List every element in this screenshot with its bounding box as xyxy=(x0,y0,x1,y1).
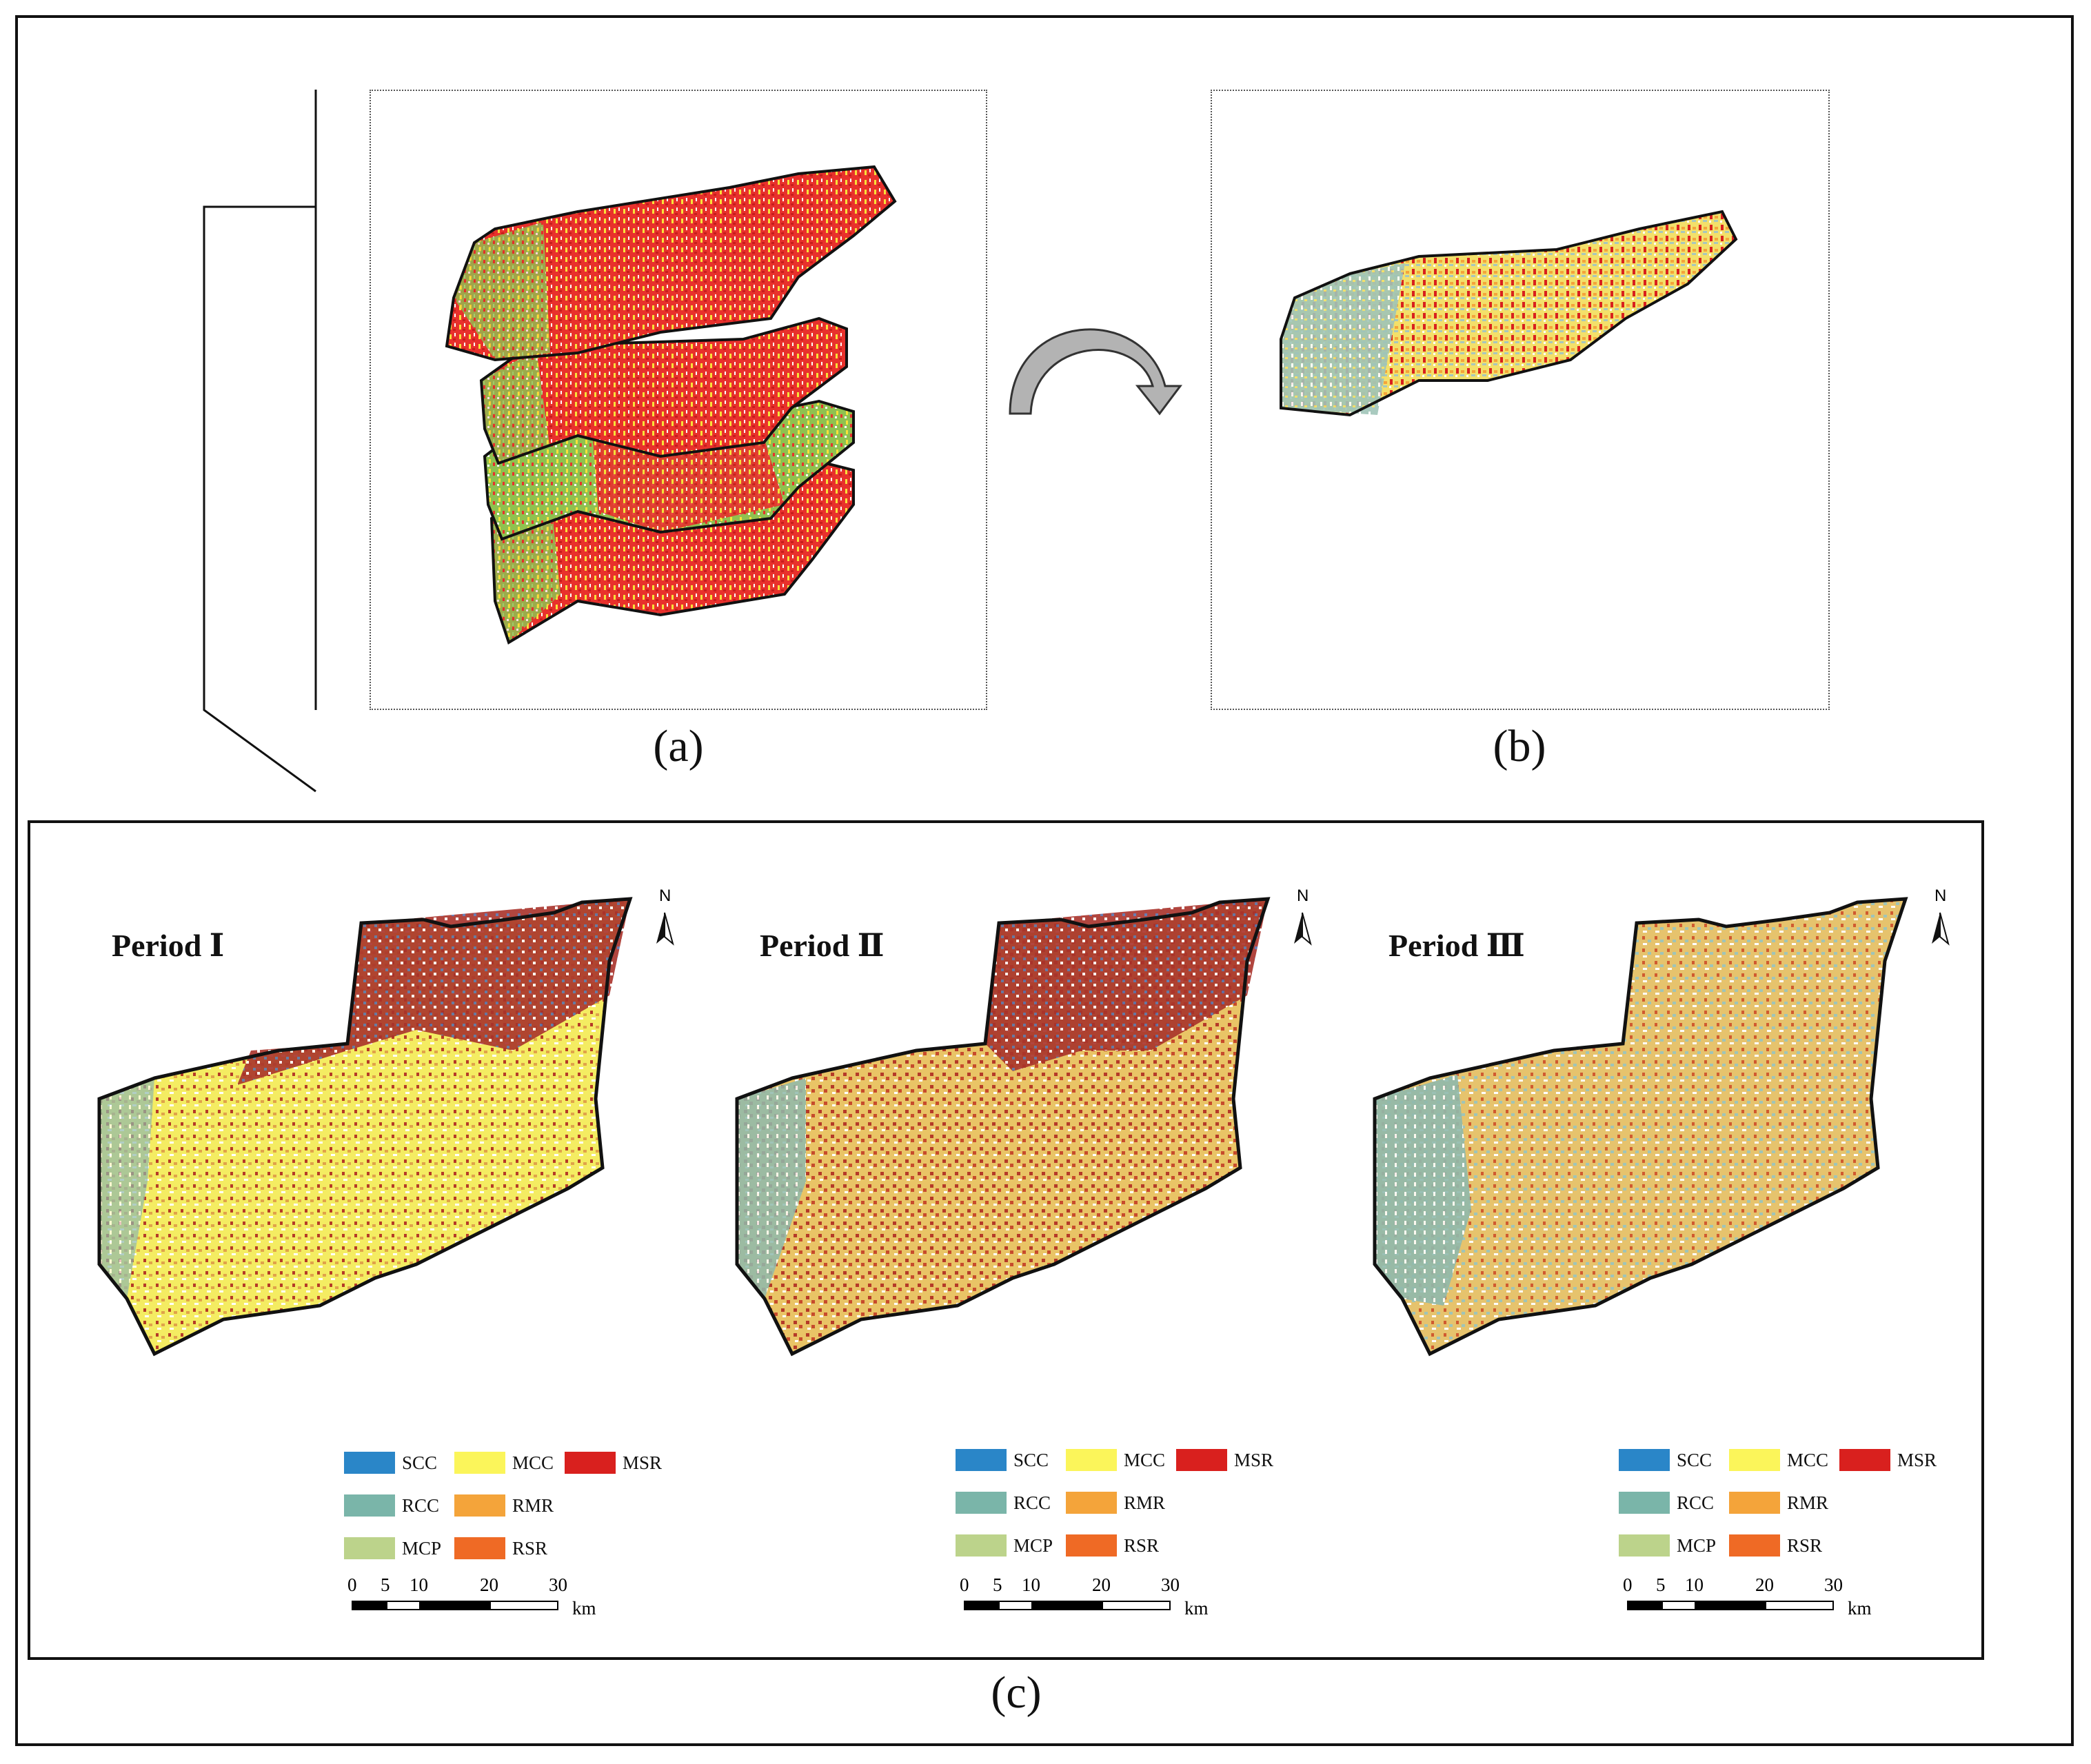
legend-swatch xyxy=(454,1494,505,1517)
scalebar-tick: 5 xyxy=(993,1574,1002,1595)
north-label: N xyxy=(659,886,671,905)
scalebar-tick: 10 xyxy=(1022,1574,1040,1595)
legend-swatch xyxy=(1176,1449,1227,1471)
scalebar-period-2: 0 5 10 20 30 km xyxy=(960,1574,1212,1623)
legend-swatch xyxy=(1839,1449,1890,1471)
scalebar-tick: 20 xyxy=(480,1574,498,1595)
scalebar-tick: 0 xyxy=(347,1574,357,1595)
legend-swatch xyxy=(1066,1449,1117,1471)
north-arrow-icon xyxy=(1294,912,1312,946)
period-3-map xyxy=(1373,897,1908,1357)
legend-item-mcp: MCP xyxy=(1619,1533,1716,1558)
scalebar-tick: 20 xyxy=(1092,1574,1111,1595)
period-1-title: Period Ⅰ xyxy=(112,928,225,963)
layer-1 xyxy=(445,165,897,362)
scalebar-tick: 5 xyxy=(1656,1574,1666,1595)
legend-swatch xyxy=(1729,1534,1780,1557)
panel-c: Period Ⅰ Period Ⅱ Period Ⅲ N N N SCC MCC… xyxy=(28,820,1984,1660)
panel-a-label: (a) xyxy=(653,721,704,771)
legend-item-rcc: RCC xyxy=(1619,1490,1714,1515)
legend-swatch xyxy=(1729,1449,1780,1471)
legend-item-mcp: MCP xyxy=(344,1536,441,1561)
period-1-map xyxy=(97,897,633,1357)
legend-item-msr: MSR xyxy=(1176,1448,1273,1472)
legend-swatch xyxy=(344,1537,395,1559)
legend-swatch xyxy=(1619,1492,1670,1514)
legend-swatch xyxy=(1619,1534,1670,1557)
legend-swatch xyxy=(956,1449,1007,1471)
panel-a xyxy=(370,90,987,710)
scalebar-tick: 0 xyxy=(960,1574,969,1595)
legend-swatch xyxy=(1619,1449,1670,1471)
legend-swatch xyxy=(454,1537,505,1559)
scalebar-period-1: 0 5 10 20 30 km xyxy=(347,1574,600,1623)
merged-map xyxy=(1280,210,1738,417)
scalebar-tick: 5 xyxy=(381,1574,390,1595)
legend-item-scc: SCC xyxy=(1619,1448,1712,1472)
legend-item-mcp: MCP xyxy=(956,1533,1053,1558)
legend-item-mcc: MCC xyxy=(1729,1448,1828,1472)
legend-swatch xyxy=(1066,1492,1117,1514)
legend-item-msr: MSR xyxy=(1839,1448,1937,1472)
legend-item-rsr: RSR xyxy=(1729,1533,1822,1558)
legend-item-rmr: RMR xyxy=(1066,1490,1165,1515)
legend-item-rmr: RMR xyxy=(454,1493,554,1518)
scalebar-tick: 10 xyxy=(1685,1574,1704,1595)
legend-item-rsr: RSR xyxy=(454,1536,547,1561)
legend-swatch xyxy=(956,1534,1007,1557)
stacked-layers-map xyxy=(445,165,897,645)
scalebar-unit: km xyxy=(1184,1598,1209,1619)
legend-item-mcc: MCC xyxy=(1066,1448,1165,1472)
scalebar-tick: 20 xyxy=(1755,1574,1774,1595)
legend-swatch xyxy=(956,1492,1007,1514)
legend-swatch xyxy=(565,1452,616,1474)
panel-c-label: (c) xyxy=(991,1667,1042,1718)
scalebar-tick: 30 xyxy=(1161,1574,1180,1595)
legend-period-1: SCC MCC MSR RCC RMR MCP RSR xyxy=(344,1450,662,1581)
legend-item-scc: SCC xyxy=(344,1450,437,1475)
period-maps xyxy=(97,897,1950,1357)
scalebar-tick: 0 xyxy=(1623,1574,1633,1595)
legend-swatch xyxy=(1066,1534,1117,1557)
scalebar-tick: 10 xyxy=(410,1574,428,1595)
north-arrow-icon xyxy=(656,912,674,946)
north-label: N xyxy=(1297,886,1309,905)
scalebar-unit: km xyxy=(1848,1598,1872,1619)
legend-item-mcc: MCC xyxy=(454,1450,554,1475)
north-label: N xyxy=(1935,886,1947,905)
panel-b-label: (b) xyxy=(1493,721,1546,771)
legend-swatch xyxy=(1729,1492,1780,1514)
legend-swatch xyxy=(344,1452,395,1474)
scalebar-tick: 30 xyxy=(1824,1574,1843,1595)
scalebar-unit: km xyxy=(572,1598,596,1619)
legend-period-3: SCC MCC MSR RCC RMR MCP RSR xyxy=(1619,1448,1937,1579)
north-arrow-icon xyxy=(1932,912,1950,946)
figure-frame xyxy=(15,15,2074,1746)
period-2-title: Period Ⅱ xyxy=(760,928,885,963)
scalebar-period-3: 0 5 10 20 30 km xyxy=(1623,1574,1875,1623)
period-2-map xyxy=(735,897,1271,1357)
legend-item-rcc: RCC xyxy=(344,1493,439,1518)
period-3-title: Period Ⅲ xyxy=(1388,928,1525,963)
legend-item-msr: MSR xyxy=(565,1450,662,1475)
scalebar-tick: 30 xyxy=(549,1574,567,1595)
legend-item-rcc: RCC xyxy=(956,1490,1051,1515)
legend-item-rsr: RSR xyxy=(1066,1533,1159,1558)
legend-item-scc: SCC xyxy=(956,1448,1049,1472)
legend-period-2: SCC MCC MSR RCC RMR MCP RSR xyxy=(956,1448,1273,1579)
legend-swatch xyxy=(454,1452,505,1474)
legend-swatch xyxy=(344,1494,395,1517)
legend-item-rmr: RMR xyxy=(1729,1490,1828,1515)
panel-b xyxy=(1211,90,1830,710)
